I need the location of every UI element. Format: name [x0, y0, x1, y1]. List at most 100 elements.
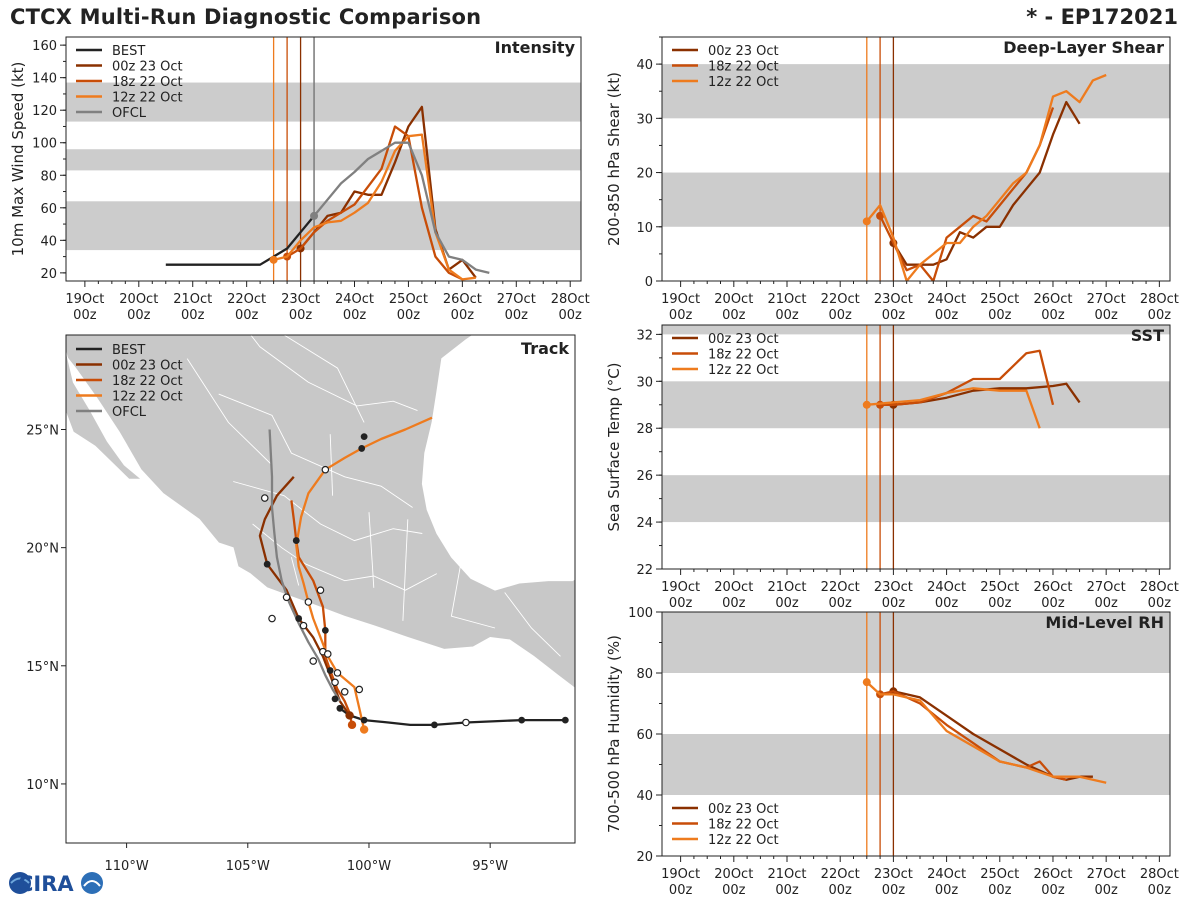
x-tick-hour: 00z [127, 308, 151, 323]
state-border [186, 358, 273, 466]
legend-label: 18z 22 Oct [708, 348, 779, 363]
x-tick-day: 27Oct [497, 292, 536, 307]
series-marker [862, 678, 871, 687]
x-tick-day: 26Oct [1033, 580, 1072, 595]
x-tick-hour: 00z [343, 308, 367, 323]
x-tick-hour: 00z [289, 308, 313, 323]
legend-label: 18z 22 Oct [708, 818, 779, 833]
track-point-filled [263, 560, 271, 568]
x-tick-hour: 00z [1148, 308, 1172, 323]
track-point-filled [359, 725, 369, 734]
y-tick-label: 20 [636, 850, 653, 865]
track-point-hollow [282, 593, 291, 602]
x-tick-day: 27Oct [1087, 292, 1126, 307]
y-tick-label: 100 [32, 137, 57, 152]
track-point-filled [561, 716, 569, 724]
legend-label: 18z 22 Oct [708, 60, 779, 75]
x-tick-hour: 00z [559, 308, 583, 323]
x-tick-hour: 00z [669, 308, 693, 323]
band-0 [662, 475, 1170, 523]
panel-track: 110°W 105°W 100°W 95°W 10°N 15°N 20°N 25°N Track… [26, 334, 576, 874]
x-tick-day: 25Oct [389, 292, 428, 307]
x-tick-day: 19Oct [661, 867, 700, 882]
x-tick-day: 26Oct [443, 292, 482, 307]
panel-title: Deep-Layer Shear [1003, 38, 1164, 57]
series-line [165, 215, 315, 266]
land-baja [66, 350, 143, 480]
x-tick-day: 20Oct [714, 292, 753, 307]
track-point-filled [345, 711, 354, 720]
series-line [865, 73, 1107, 281]
y-tick-label: 24 [636, 516, 653, 531]
x-tick-hour: 00z [1041, 883, 1065, 898]
x-tick-day: 24Oct [335, 292, 374, 307]
series-line [866, 681, 1107, 784]
series-line [299, 105, 477, 279]
legend-label: 12z 22 Oct [708, 833, 779, 848]
panel-title: Track [521, 339, 569, 358]
x-tick-day: 19Oct [661, 292, 700, 307]
y-tick-label: 40 [636, 789, 653, 804]
x-tick-day: 24Oct [927, 580, 966, 595]
y-tick-label: 20 [40, 267, 57, 282]
panel-title: Mid-Level RH [1045, 613, 1164, 632]
state-border [233, 481, 423, 542]
state-border [402, 519, 409, 621]
x-tick-hour: 00z [829, 883, 853, 898]
panel-title: Intensity [495, 38, 576, 57]
track-point-hollow [321, 465, 330, 474]
track-point-hollow [309, 657, 318, 665]
y-tick-label: 80 [636, 667, 653, 682]
x-tick-hour: 00z [181, 308, 205, 323]
panel-sst: 22242628303219Oct00z20Oct00z21Oct00z22Oc… [605, 324, 1179, 611]
state-border [250, 335, 418, 412]
storm-id: * - EP172021 [1026, 5, 1178, 29]
track-point-filled [360, 716, 368, 724]
map-layer [66, 335, 575, 843]
x-tick-day: 23Oct [874, 292, 913, 307]
y-axis-label: Sea Surface Temp (°C) [605, 362, 623, 531]
x-tick-day: 22Oct [821, 580, 860, 595]
x-tick-hour: 00z [935, 883, 959, 898]
x-tick-day: 26Oct [1033, 867, 1072, 882]
series-line [273, 133, 476, 281]
x-tick-hour: 00z [775, 596, 799, 611]
legend-label: 00z 23 Oct [708, 332, 779, 347]
x-tick-day: 25Oct [980, 580, 1019, 595]
track-point-filled [360, 433, 368, 440]
x-tick-day: 22Oct [227, 292, 266, 307]
legend-label: 18z 22 Oct [112, 374, 183, 389]
x-tick-day: 28Oct [551, 292, 590, 307]
series-marker [269, 255, 278, 264]
x-tick-hour: 00z [1094, 883, 1118, 898]
track-point-hollow [355, 685, 364, 694]
track-point-filled [336, 704, 344, 712]
y-tick-label: 160 [32, 39, 57, 54]
x-tick-day: 23Oct [874, 867, 913, 882]
track-point-hollow [316, 586, 325, 594]
y-tick-label: 40 [636, 58, 653, 73]
lon-tick-label: 110°W [105, 859, 149, 874]
x-tick-hour: 00z [722, 308, 746, 323]
x-tick-day: 20Oct [714, 580, 753, 595]
track-point-filled [321, 626, 329, 634]
x-tick-hour: 00z [73, 308, 97, 323]
x-tick-hour: 00z [722, 883, 746, 898]
x-tick-hour: 00z [988, 308, 1012, 323]
legend-label: 12z 22 Oct [708, 75, 779, 90]
band-0 [662, 172, 1170, 227]
y-tick-label: 30 [636, 375, 653, 390]
y-tick-label: 60 [636, 728, 653, 743]
track-point-hollow [323, 650, 332, 658]
series-line [880, 349, 1055, 406]
lon-tick-label: 105°W [226, 859, 270, 874]
x-tick-day: 20Oct [119, 292, 158, 307]
x-tick-hour: 00z [397, 308, 421, 323]
x-tick-hour: 00z [988, 596, 1012, 611]
x-tick-hour: 00z [669, 883, 693, 898]
x-tick-hour: 00z [235, 308, 259, 323]
y-tick-label: 28 [636, 422, 653, 437]
lat-tick-label: 25°N [26, 424, 59, 439]
x-tick-hour: 00z [1041, 308, 1065, 323]
x-tick-day: 20Oct [714, 867, 753, 882]
